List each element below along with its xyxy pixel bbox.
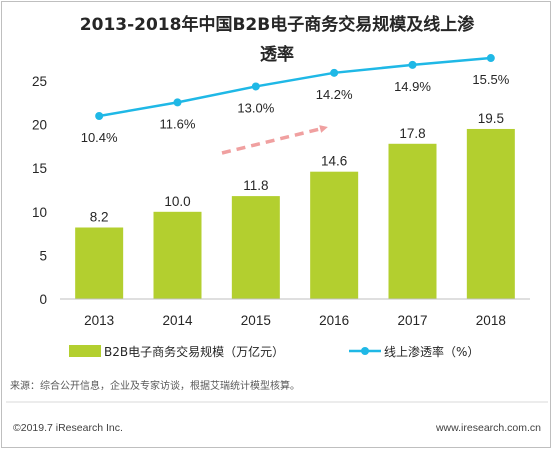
line-point — [173, 98, 182, 107]
line-point — [408, 60, 417, 69]
x-axis: 2013 2014 2015 2016 2017 2018 — [84, 313, 506, 328]
legend-line-marker — [361, 347, 369, 355]
bar-value-label: 11.8 — [243, 178, 268, 193]
line-data-labels: 10.4% 11.6% 13.0% 14.2% 14.9% 15.5% — [81, 72, 510, 145]
y-tick-label: 25 — [32, 74, 47, 89]
bar-value-label: 17.8 — [399, 126, 425, 141]
y-tick-label: 0 — [39, 292, 47, 307]
source-note: 来源：综合公开信息，企业及专家访谈，根据艾瑞统计模型核算。 — [10, 379, 300, 392]
bar-data-labels: 8.2 10.0 11.8 14.6 17.8 19.5 — [90, 111, 504, 225]
x-tick-label: 2013 — [84, 313, 114, 328]
x-tick-label: 2014 — [162, 313, 193, 328]
line-value-label: 14.2% — [316, 87, 353, 102]
line-value-label: 11.6% — [160, 116, 196, 131]
chart-title-line2: 透率 — [260, 44, 294, 65]
line-value-label: 14.9% — [394, 79, 431, 94]
bar — [310, 171, 359, 299]
y-axis: 0 5 10 15 20 25 — [32, 74, 47, 307]
line-series — [95, 54, 495, 120]
x-tick-label: 2016 — [319, 313, 349, 328]
line-point — [251, 82, 260, 91]
line-point — [95, 112, 104, 120]
legend-bar-label: B2B电子商务交易规模（万亿元） — [104, 344, 284, 359]
y-tick-label: 15 — [32, 161, 47, 176]
bar — [75, 227, 124, 299]
legend-line-label: 线上渗透率（%） — [384, 344, 479, 359]
x-tick-label: 2018 — [476, 313, 506, 328]
footer-website: www.iresearch.com.cn — [435, 422, 541, 434]
bar — [388, 143, 437, 299]
y-tick-label: 5 — [39, 248, 47, 263]
line-value-label: 13.0% — [237, 100, 274, 115]
line-value-label: 10.4% — [81, 130, 118, 145]
bar — [153, 211, 202, 299]
y-tick-label: 20 — [32, 118, 47, 133]
bar — [231, 196, 280, 299]
line-point — [486, 54, 495, 63]
line-value-label: 15.5% — [472, 72, 509, 87]
bar-value-label: 10.0 — [164, 194, 190, 209]
chart-title-line1: 2013-2018年中国B2B电子商务交易规模及线上渗 — [80, 14, 475, 35]
bar-value-label: 19.5 — [478, 111, 504, 126]
bar-value-label: 8.2 — [90, 209, 109, 224]
y-tick-label: 10 — [32, 205, 47, 220]
bar — [466, 128, 515, 299]
footer-copyright: ©2019.7 iResearch Inc. — [13, 422, 123, 434]
trend-arrow — [221, 125, 328, 155]
line-point — [330, 68, 339, 77]
x-tick-label: 2015 — [241, 313, 271, 328]
x-tick-label: 2017 — [397, 313, 427, 328]
legend-bar-swatch — [69, 345, 101, 357]
penetration-line — [98, 56, 491, 118]
bar-value-label: 14.6 — [321, 154, 347, 169]
bar-series — [75, 128, 515, 299]
